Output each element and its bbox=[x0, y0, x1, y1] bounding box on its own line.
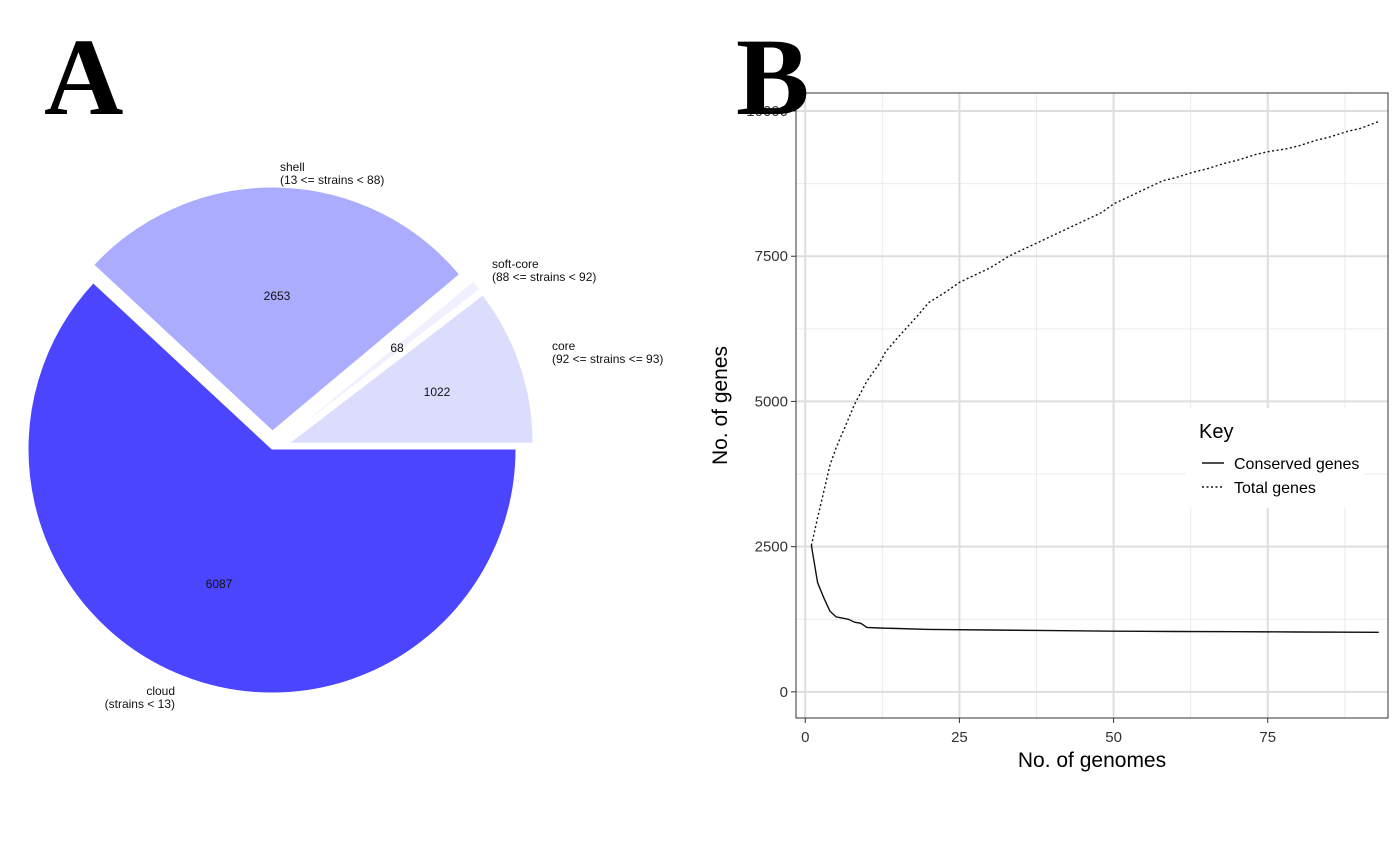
slice-range-soft-core: (88 <= strains < 92) bbox=[492, 270, 596, 284]
slice-name-soft-core: soft-core bbox=[492, 257, 539, 271]
slice-value-cloud: 6087 bbox=[206, 577, 233, 591]
panel-a-label: A bbox=[44, 16, 124, 138]
legend-label: Conserved genes bbox=[1234, 456, 1359, 473]
plot-border bbox=[795, 92, 1389, 719]
slice-range-core: (92 <= strains <= 93) bbox=[552, 352, 663, 366]
pie-chart: core(92 <= strains <= 93) 1022 soft-core(8… bbox=[27, 160, 663, 711]
slice-value-shell: 2653 bbox=[264, 289, 291, 303]
y-tick-label: 7500 bbox=[755, 248, 788, 265]
pie-slice-soft-core bbox=[285, 280, 481, 439]
slice-name-core: core bbox=[552, 339, 576, 353]
slice-range-shell: (13 <= strains < 88) bbox=[280, 173, 384, 187]
legend-title: Key bbox=[1199, 421, 1233, 443]
slice-range-cloud: (strains < 13) bbox=[105, 697, 175, 711]
legend-label: Total genes bbox=[1234, 480, 1316, 497]
slice-value-core: 1022 bbox=[424, 385, 451, 399]
slice-name-cloud: cloud bbox=[146, 684, 175, 698]
pie-slice-cloud bbox=[27, 282, 517, 694]
x-tick-label: 50 bbox=[1105, 729, 1122, 746]
slice-value-soft-core: 68 bbox=[390, 341, 404, 355]
series-line-total-genes bbox=[810, 120, 1380, 546]
pie-slice-shell bbox=[93, 186, 461, 432]
y-tick-label: 10000 bbox=[746, 103, 788, 120]
series-line-conserved-genes bbox=[810, 545, 1379, 633]
x-tick-label: 0 bbox=[801, 729, 809, 746]
y-tick-label: 2500 bbox=[755, 539, 788, 556]
panel-b-label: B bbox=[736, 16, 810, 138]
line-chart: 0 25 50 75 0 2500 5000 7500 10000 No. of genomes N… bbox=[709, 92, 1389, 772]
y-tick-label: 5000 bbox=[755, 393, 788, 410]
x-tick-label: 75 bbox=[1259, 729, 1276, 746]
pie-slice-core bbox=[287, 294, 534, 444]
x-axis-title: No. of genomes bbox=[1018, 749, 1166, 772]
y-axis-title: No. of genes bbox=[709, 346, 732, 465]
y-tick-label: 0 bbox=[780, 684, 788, 701]
slice-name-shell: shell bbox=[280, 160, 305, 174]
x-tick-label: 25 bbox=[951, 729, 968, 746]
legend-background bbox=[1186, 408, 1364, 508]
